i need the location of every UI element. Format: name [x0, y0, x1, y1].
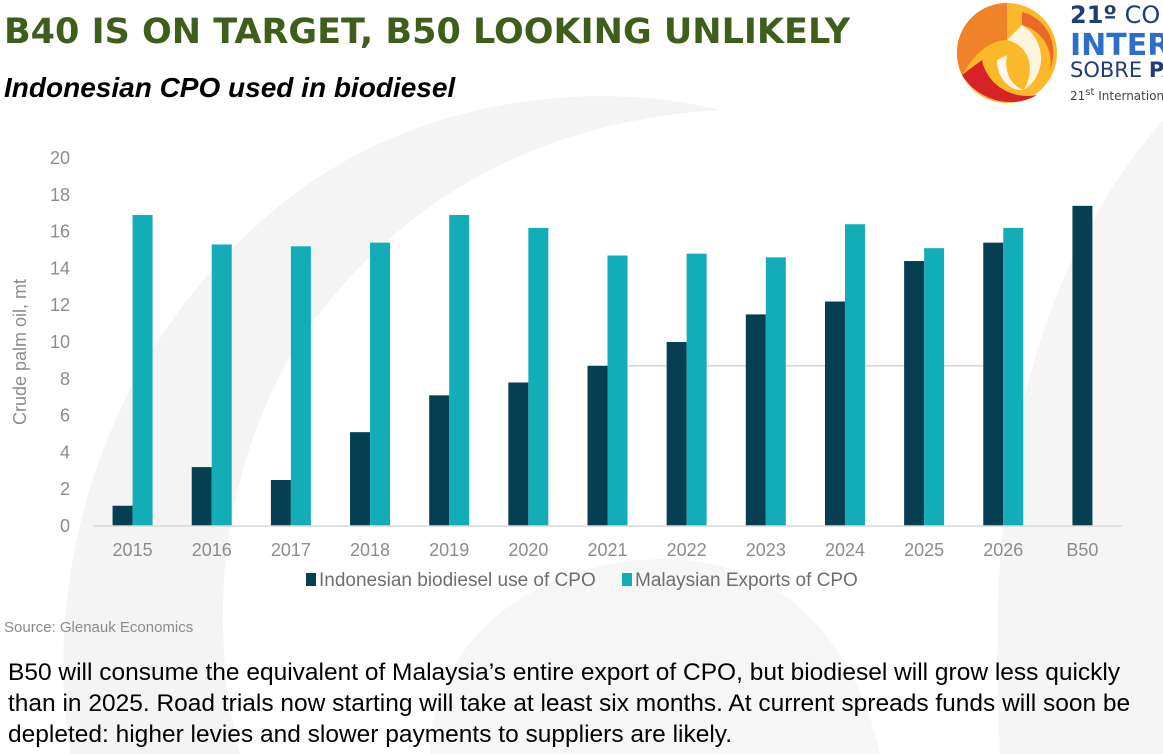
logo-line-4: 21st Internation — [1070, 87, 1163, 103]
x-axis-ticks: 2015 2016 2017 2018 2019 2020 2021 2022 2023 2024… — [113, 540, 1099, 560]
x-tick-label: 2025 — [904, 540, 944, 560]
x-tick-label: 2015 — [113, 540, 153, 560]
bar-malaysia-2018 — [370, 242, 391, 526]
bar-indonesia-B50 — [1072, 205, 1093, 526]
bar-malaysia-2015 — [132, 215, 153, 527]
bar-chart: 0 2 4 6 8 10 12 14 16 18 20 Crude palm oil, mt 201… — [10, 148, 1122, 591]
x-tick-label: 2023 — [746, 540, 786, 560]
x-tick-label: B50 — [1066, 540, 1098, 560]
bar-malaysia-2020 — [528, 227, 549, 527]
bar-indonesia-2020 — [508, 382, 529, 526]
y-tick-label: 0 — [60, 516, 70, 536]
y-tick-label: 18 — [50, 185, 70, 205]
x-tick-label: 2020 — [508, 540, 548, 560]
caption-text: B50 will consume the equivalent of Malay… — [8, 659, 1131, 748]
bar-indonesia-2025 — [904, 261, 925, 526]
bar-indonesia-2017 — [270, 480, 291, 526]
bar-malaysia-2022 — [686, 253, 707, 526]
x-tick-label: 2022 — [667, 540, 707, 560]
bar-indonesia-2015 — [112, 505, 133, 526]
bar-indonesia-2026 — [983, 242, 1004, 526]
bar-malaysia-2026 — [1003, 227, 1024, 527]
y-axis-title: Crude palm oil, mt — [10, 279, 30, 425]
x-tick-label: 2016 — [192, 540, 232, 560]
x-tick-label: 2017 — [271, 540, 311, 560]
y-tick-label: 16 — [50, 222, 70, 242]
conference-logo: 21º CO INTER SOBRE PA 21st Internation — [952, 0, 1163, 110]
flame-logo-icon — [956, 2, 1057, 103]
bar-indonesia-2022 — [666, 342, 687, 526]
bar-malaysia-2017 — [290, 246, 311, 526]
x-tick-label: 2026 — [983, 540, 1023, 560]
bar-malaysia-2024 — [844, 224, 865, 527]
bar-malaysia-2023 — [765, 257, 786, 526]
x-tick-label: 2024 — [825, 540, 865, 560]
y-axis-ticks: 0 2 4 6 8 10 12 14 16 18 20 — [50, 148, 70, 536]
legend-swatch — [622, 573, 632, 586]
x-tick-label: 2018 — [350, 540, 390, 560]
bar-indonesia-2023 — [745, 314, 766, 526]
bar-indonesia-2016 — [191, 467, 212, 526]
legend: Indonesian biodiesel use of CPO Malaysian… — [306, 570, 858, 591]
legend-label: Indonesian biodiesel use of CPO — [319, 570, 596, 591]
bar-indonesia-2024 — [824, 301, 845, 526]
logo-line-1: 21º CO — [1070, 1, 1161, 29]
page-subtitle: Indonesian CPO used in biodiesel — [4, 72, 456, 103]
y-tick-label: 6 — [60, 406, 70, 426]
y-tick-label: 8 — [60, 369, 70, 389]
x-tick-label: 2021 — [587, 540, 627, 560]
y-tick-label: 14 — [50, 258, 70, 278]
x-tick-label: 2019 — [429, 540, 469, 560]
y-tick-label: 4 — [60, 442, 70, 462]
y-tick-label: 2 — [60, 479, 70, 499]
legend-swatch — [306, 573, 316, 586]
page-title: B40 IS ON TARGET, B50 LOOKING UNLIKELY — [4, 12, 851, 52]
bar-malaysia-2025 — [924, 248, 945, 526]
logo-line-2: INTER — [1070, 28, 1163, 63]
bar-malaysia-2016 — [211, 244, 232, 527]
logo-line-3: SOBRE PA — [1070, 58, 1163, 82]
y-tick-label: 20 — [50, 148, 70, 168]
source-note: Source: Glenauk Economics — [4, 619, 194, 636]
bar-malaysia-2019 — [449, 215, 470, 527]
bars — [112, 205, 1093, 527]
y-tick-label: 10 — [50, 332, 70, 352]
y-tick-label: 12 — [50, 295, 70, 315]
bar-indonesia-2019 — [429, 395, 450, 526]
bar-indonesia-2018 — [350, 432, 371, 526]
legend-label: Malaysian Exports of CPO — [635, 570, 858, 591]
bar-malaysia-2021 — [607, 255, 628, 526]
bar-indonesia-2021 — [587, 365, 608, 526]
